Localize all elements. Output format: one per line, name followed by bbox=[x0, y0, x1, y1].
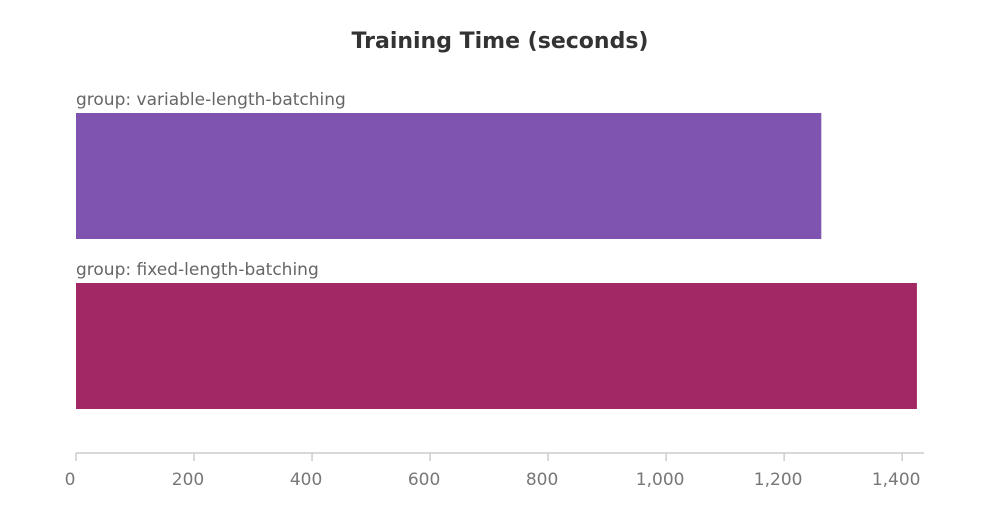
x-tick-label: 800 bbox=[526, 470, 558, 490]
x-tick-label: 200 bbox=[172, 470, 204, 490]
x-tick-label: 0 bbox=[65, 470, 76, 490]
x-tick-label: 1,000 bbox=[636, 470, 685, 490]
x-tick-label: 1,400 bbox=[872, 470, 921, 490]
chart-title: Training Time (seconds) bbox=[352, 29, 649, 54]
bar bbox=[76, 113, 822, 239]
x-tick-label: 600 bbox=[408, 470, 440, 490]
category-label: group: variable-length-batching bbox=[76, 90, 346, 110]
x-tick-label: 400 bbox=[290, 470, 322, 490]
x-tick-label: 1,200 bbox=[754, 470, 803, 490]
bar bbox=[76, 283, 917, 409]
category-label: group: fixed-length-batching bbox=[76, 260, 319, 280]
